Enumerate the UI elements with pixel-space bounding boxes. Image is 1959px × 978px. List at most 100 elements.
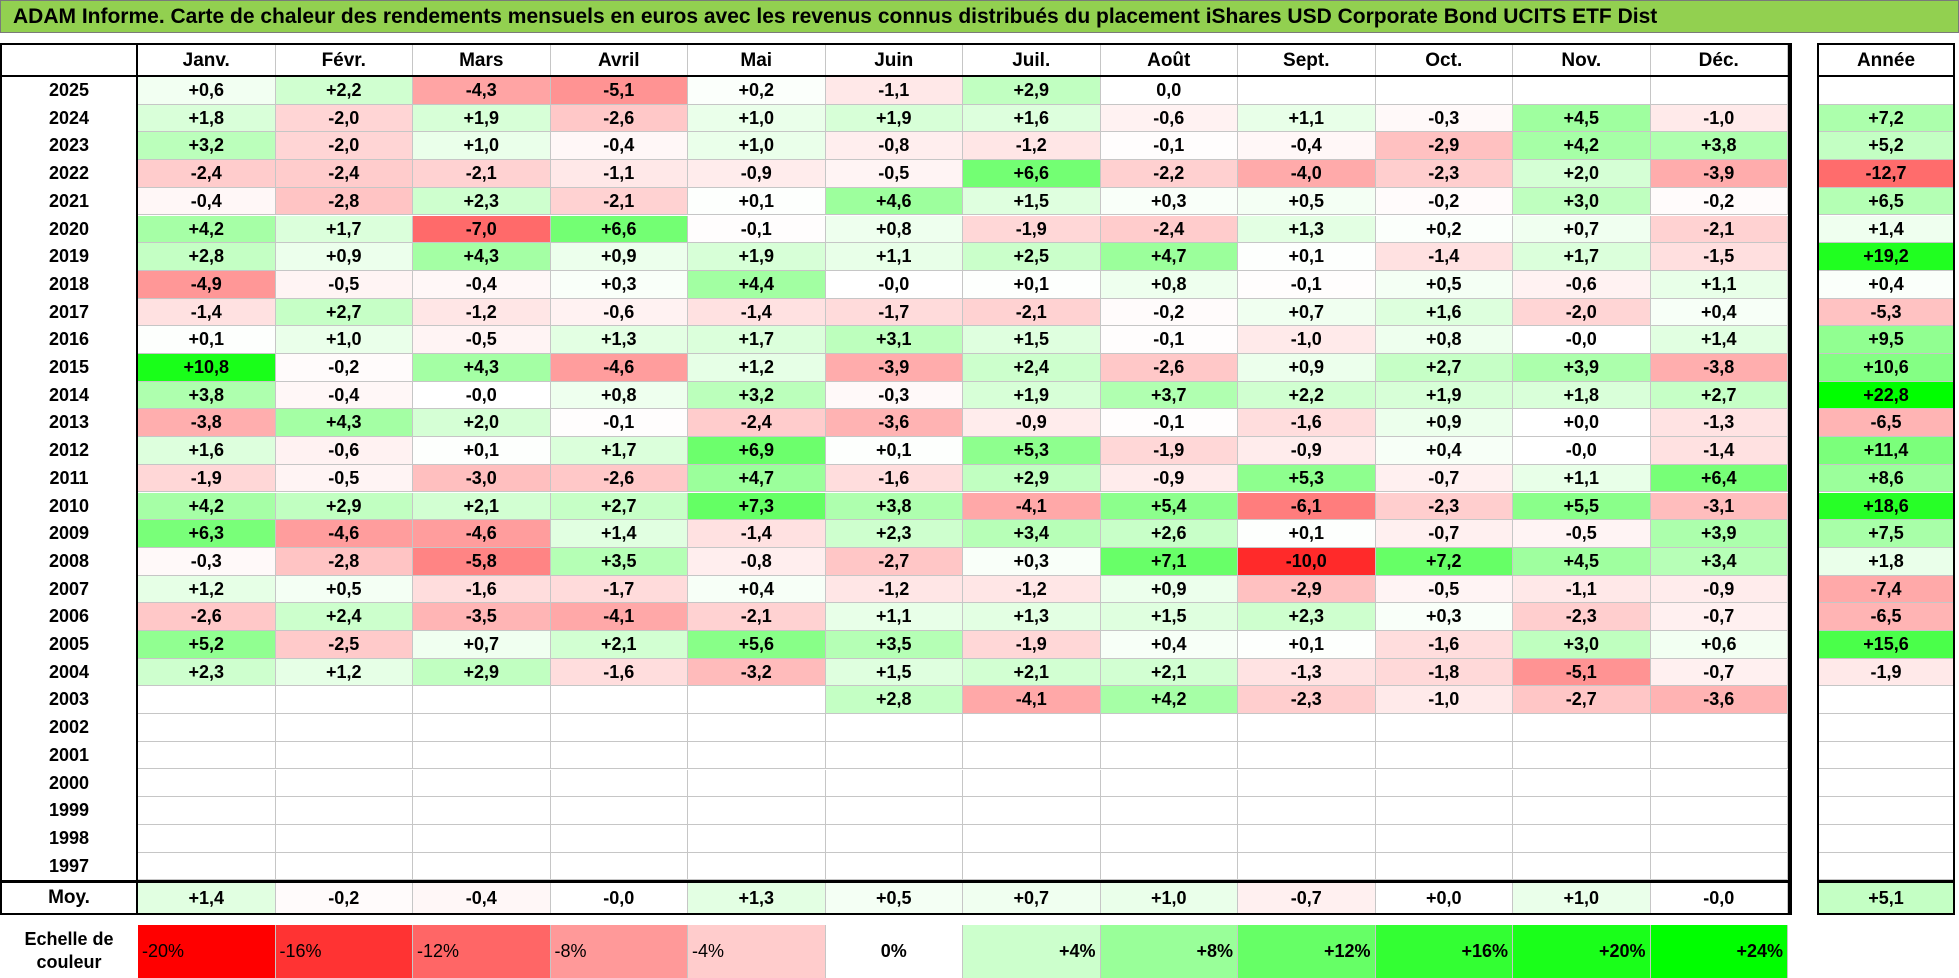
- heatmap-cell: -1,0: [1238, 326, 1376, 354]
- year-label: 2010: [48, 495, 90, 516]
- heatmap-cell: -0,6: [275, 437, 413, 465]
- heatmap-cell: +3,1: [825, 326, 963, 354]
- heatmap-cell: -0,9: [963, 409, 1101, 438]
- year-label: 2017: [48, 301, 90, 322]
- heatmap-cell: [550, 769, 688, 798]
- heatmap-cell: [1238, 714, 1376, 742]
- heatmap-cell: [1375, 852, 1513, 881]
- annual-cell: -6,5: [1819, 409, 1953, 438]
- heatmap-cell: -0,4: [138, 187, 276, 216]
- heatmap-cell: -2,3: [1513, 603, 1651, 631]
- heatmap-cell: -0,2: [1375, 187, 1513, 216]
- heatmap-cell: +0,9: [550, 243, 688, 271]
- heatmap-cell: +1,7: [1513, 243, 1651, 271]
- heatmap-cell: +5,3: [1238, 464, 1376, 493]
- color-scale-swatch: -4%: [688, 925, 826, 978]
- heatmap-cell: [1513, 77, 1651, 105]
- heatmap-cell: -1,9: [963, 631, 1101, 659]
- heatmap-cell: +3,9: [1513, 354, 1651, 382]
- heatmap-cell: +4,7: [1100, 243, 1238, 271]
- annual-cell: +7,2: [1819, 104, 1953, 133]
- heatmap-cell: +2,0: [1513, 160, 1651, 188]
- heatmap-cell: +4,7: [688, 464, 826, 493]
- heatmap-cell: +1,9: [688, 243, 826, 271]
- heatmap-cell: -0,5: [825, 160, 963, 188]
- heatmap-cell: [550, 686, 688, 715]
- average-cell: -0,0: [550, 883, 688, 913]
- annual-cell: +5,2: [1819, 132, 1953, 161]
- heatmap-cell: [825, 797, 963, 825]
- heatmap-cell: +2,1: [550, 631, 688, 659]
- heatmap-cell: -6,1: [1238, 492, 1376, 521]
- heatmap-cell: +3,2: [688, 381, 826, 410]
- heatmap-cell: -0,0: [1513, 437, 1651, 465]
- color-scale-swatch: +12%: [1238, 925, 1376, 978]
- heatmap-cell: +1,6: [963, 104, 1101, 133]
- heatmap-cell: -4,1: [963, 492, 1101, 521]
- year-label: 2008: [48, 550, 90, 571]
- month-header: Juil.: [963, 45, 1101, 77]
- heatmap-cell: +0,3: [1375, 603, 1513, 631]
- annual-cell: [1819, 797, 1953, 825]
- heatmap-cell: +4,5: [1513, 547, 1651, 576]
- color-scale-swatch: +8%: [1100, 925, 1238, 978]
- heatmap-cell: [1238, 797, 1376, 825]
- heatmap-cell: +0,1: [1238, 243, 1376, 271]
- heatmap-cell: +6,4: [1650, 464, 1788, 493]
- year-label: 2020: [48, 218, 90, 239]
- annual-cell: -12,7: [1819, 160, 1953, 188]
- annual-cell: +10,6: [1819, 354, 1953, 382]
- month-header: Sept.: [1238, 45, 1376, 77]
- heatmap-cell: +2,7: [275, 298, 413, 327]
- annual-cell: -1,9: [1819, 658, 1953, 687]
- heatmap-cell: +0,7: [1238, 298, 1376, 327]
- month-header: Févr.: [275, 45, 413, 77]
- month-header: Juin: [825, 45, 963, 77]
- heatmap-cell: -2,4: [138, 160, 276, 188]
- heatmap-cell: -1,6: [1375, 631, 1513, 659]
- annual-cell: +8,6: [1819, 464, 1953, 493]
- heatmap-cell: [413, 852, 551, 881]
- heatmap-cell: -0,6: [1100, 104, 1238, 133]
- heatmap-cell: -0,1: [1100, 409, 1238, 438]
- year-label: 2003: [48, 689, 90, 710]
- heatmap-cell: -2,8: [275, 187, 413, 216]
- heatmap-cell: +3,0: [1513, 631, 1651, 659]
- heatmap-cell: [688, 852, 826, 881]
- heatmap-cell: +6,9: [688, 437, 826, 465]
- heatmap-cell: [963, 824, 1101, 853]
- heatmap-cell: -0,8: [825, 132, 963, 161]
- year-label: 1998: [48, 827, 90, 848]
- heatmap-cell: -0,5: [275, 464, 413, 493]
- heatmap-cell: +1,1: [1513, 464, 1651, 493]
- heatmap-cell: [1100, 797, 1238, 825]
- heatmap-cell: [1650, 741, 1788, 770]
- annual-cell: +1,8: [1819, 547, 1953, 576]
- heatmap-cell: -1,4: [688, 298, 826, 327]
- month-header: Déc.: [1650, 45, 1788, 77]
- heatmap-cell: [413, 769, 551, 798]
- heatmap-cell: -1,6: [1238, 409, 1376, 438]
- heatmap-cell: -0,4: [1238, 132, 1376, 161]
- heatmap-cell: +3,2: [138, 132, 276, 161]
- heatmap-cell: [688, 714, 826, 742]
- heatmap-cell: +2,9: [275, 492, 413, 521]
- heatmap-cell: +2,8: [138, 243, 276, 271]
- heatmap-cell: -4,3: [413, 77, 551, 105]
- heatmap-cell: -5,1: [550, 77, 688, 105]
- heatmap-cell: [1375, 741, 1513, 770]
- heatmap-cell: -0,5: [1513, 520, 1651, 548]
- heatmap-cell: -1,4: [1375, 243, 1513, 271]
- year-label: 2012: [48, 440, 90, 461]
- heatmap-cell: [1375, 797, 1513, 825]
- year-label: 2006: [48, 606, 90, 627]
- heatmap-cell: [825, 852, 963, 881]
- heatmap-cell: +2,7: [1650, 381, 1788, 410]
- heatmap-cell: +1,2: [138, 575, 276, 604]
- heatmap-cell: -4,6: [413, 520, 551, 548]
- heatmap-cell: -4,6: [275, 520, 413, 548]
- heatmap-cell: [1375, 769, 1513, 798]
- heatmap-cell: +0,4: [1650, 298, 1788, 327]
- heatmap-cell: -4,1: [963, 686, 1101, 715]
- heatmap-cell: +4,6: [825, 187, 963, 216]
